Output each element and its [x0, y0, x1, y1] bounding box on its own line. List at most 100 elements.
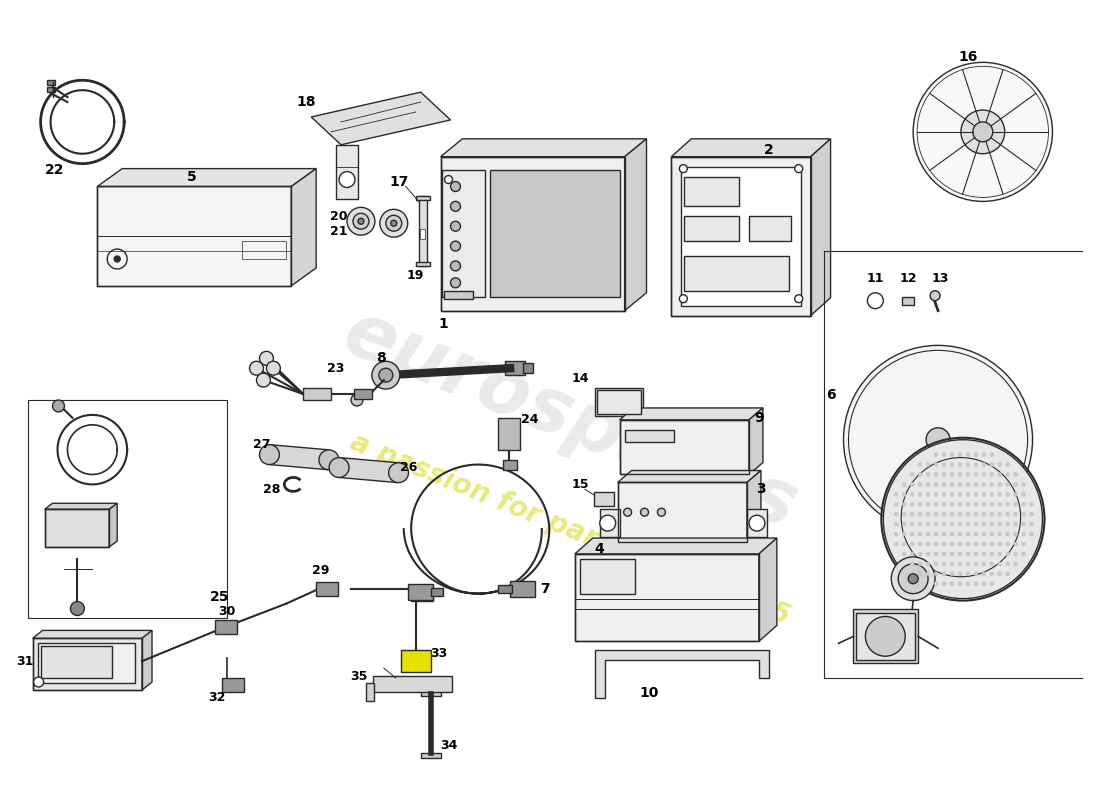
- Circle shape: [934, 572, 938, 576]
- Text: 22: 22: [45, 162, 64, 177]
- Circle shape: [918, 572, 922, 576]
- Circle shape: [926, 473, 931, 477]
- Polygon shape: [142, 630, 152, 690]
- Bar: [416, 262, 430, 266]
- Circle shape: [926, 482, 931, 486]
- Circle shape: [950, 453, 954, 457]
- Circle shape: [942, 572, 946, 576]
- Circle shape: [950, 512, 954, 516]
- Circle shape: [982, 462, 986, 466]
- Circle shape: [390, 220, 397, 226]
- Circle shape: [1022, 512, 1025, 516]
- Bar: [420, 691, 441, 696]
- Circle shape: [966, 552, 970, 556]
- Text: 20: 20: [330, 210, 348, 222]
- Bar: [857, 613, 915, 660]
- Circle shape: [1005, 482, 1010, 486]
- Bar: [410, 586, 432, 601]
- Text: 7: 7: [540, 582, 550, 596]
- Circle shape: [950, 552, 954, 556]
- Bar: [749, 216, 791, 241]
- Circle shape: [918, 473, 922, 477]
- Circle shape: [926, 572, 931, 576]
- Bar: [441, 157, 625, 310]
- Bar: [854, 609, 918, 663]
- Text: 29: 29: [312, 564, 330, 578]
- Circle shape: [942, 502, 946, 506]
- Circle shape: [926, 502, 931, 506]
- Circle shape: [934, 482, 938, 486]
- Circle shape: [934, 462, 938, 466]
- Circle shape: [998, 462, 1002, 466]
- Circle shape: [958, 473, 961, 477]
- Circle shape: [1005, 492, 1010, 496]
- Text: 15: 15: [571, 478, 588, 491]
- Circle shape: [958, 482, 961, 486]
- Circle shape: [958, 582, 961, 586]
- Circle shape: [1022, 482, 1025, 486]
- Circle shape: [966, 453, 970, 457]
- Polygon shape: [338, 458, 399, 482]
- Bar: [366, 683, 374, 701]
- Circle shape: [926, 512, 931, 516]
- Text: 26: 26: [400, 461, 417, 474]
- Circle shape: [958, 572, 961, 576]
- Bar: [416, 197, 430, 200]
- Bar: [222, 678, 243, 692]
- Circle shape: [982, 502, 986, 506]
- Circle shape: [974, 542, 978, 546]
- Circle shape: [974, 492, 978, 496]
- Circle shape: [266, 362, 280, 375]
- Circle shape: [910, 502, 914, 506]
- Circle shape: [958, 532, 961, 536]
- Bar: [747, 510, 767, 537]
- Circle shape: [950, 473, 954, 477]
- Circle shape: [918, 562, 922, 566]
- Polygon shape: [749, 408, 763, 474]
- Circle shape: [451, 241, 461, 251]
- Text: 5: 5: [187, 170, 197, 183]
- Text: 1: 1: [439, 317, 449, 330]
- Circle shape: [934, 473, 938, 477]
- Bar: [37, 643, 135, 683]
- Polygon shape: [671, 139, 830, 157]
- Circle shape: [866, 617, 905, 656]
- Circle shape: [982, 512, 986, 516]
- Bar: [430, 588, 442, 596]
- Circle shape: [998, 532, 1002, 536]
- Circle shape: [899, 564, 928, 594]
- Circle shape: [339, 171, 355, 187]
- Text: a passion for parts since 1985: a passion for parts since 1985: [345, 428, 794, 630]
- Circle shape: [918, 522, 922, 526]
- Circle shape: [998, 562, 1002, 566]
- Circle shape: [974, 482, 978, 486]
- Circle shape: [931, 290, 940, 301]
- Circle shape: [926, 462, 931, 466]
- Bar: [684, 256, 789, 290]
- Circle shape: [1005, 462, 1010, 466]
- Text: 4: 4: [595, 542, 605, 556]
- Circle shape: [451, 222, 461, 231]
- Text: 13: 13: [932, 272, 948, 286]
- Circle shape: [1030, 532, 1034, 536]
- Circle shape: [950, 542, 954, 546]
- Text: 9: 9: [755, 411, 763, 425]
- Circle shape: [998, 512, 1002, 516]
- Bar: [505, 362, 525, 375]
- Polygon shape: [33, 630, 152, 638]
- Polygon shape: [625, 139, 647, 310]
- Circle shape: [982, 562, 986, 566]
- Circle shape: [451, 182, 461, 191]
- Text: 10: 10: [640, 686, 659, 700]
- Circle shape: [250, 362, 264, 375]
- Bar: [408, 584, 432, 600]
- Circle shape: [1013, 492, 1018, 496]
- Circle shape: [1022, 542, 1025, 546]
- Circle shape: [982, 552, 986, 556]
- Circle shape: [624, 508, 631, 516]
- Circle shape: [998, 542, 1002, 546]
- Circle shape: [358, 218, 364, 224]
- Circle shape: [53, 400, 65, 412]
- Circle shape: [934, 453, 938, 457]
- Bar: [681, 166, 801, 306]
